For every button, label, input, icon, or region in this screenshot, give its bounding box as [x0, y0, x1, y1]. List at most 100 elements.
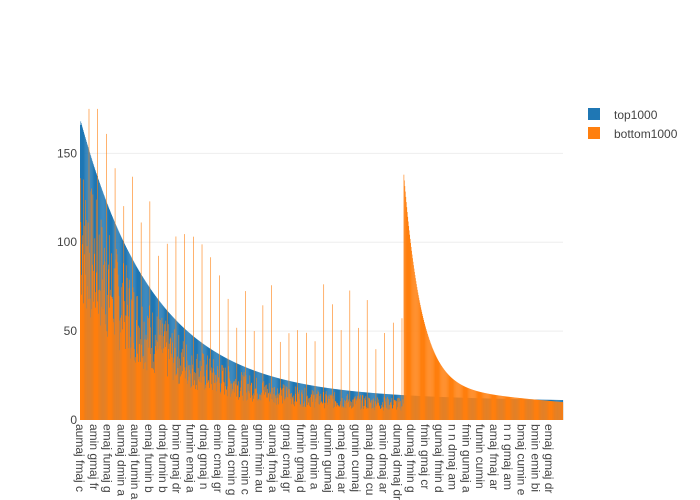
bars — [80, 108, 564, 421]
bottom1000-bar — [394, 399, 396, 420]
bottom1000-bar — [398, 397, 399, 420]
bottom1000-bar — [152, 368, 154, 420]
bottom1000-bar — [96, 272, 98, 420]
bottom1000-bar — [241, 372, 242, 420]
bottom1000-bar — [138, 361, 140, 420]
bottom1000-bar — [459, 383, 460, 420]
bottom1000-bar — [237, 385, 239, 420]
bottom1000-bar — [332, 304, 333, 420]
bottom1000-bar — [454, 380, 455, 420]
bottom1000-bar — [308, 405, 310, 420]
bottom1000-bar — [284, 399, 286, 420]
bottom1000-bar — [317, 390, 319, 420]
bottom1000-bar — [327, 396, 329, 420]
bottom1000-bar — [532, 399, 533, 420]
top1000-bar — [187, 331, 188, 420]
bottom1000-bar — [472, 389, 473, 420]
bottom1000-bar — [288, 389, 289, 420]
bottom1000-bar — [337, 404, 339, 420]
bottom1000-bar — [223, 382, 225, 420]
top1000-bar — [145, 281, 146, 420]
legend-item-bottom1000[interactable]: bottom1000 — [588, 127, 678, 141]
bottom1000-bar — [417, 292, 419, 420]
bottom1000-bar — [488, 393, 489, 420]
bottom1000-bar — [178, 334, 180, 420]
bottom1000-bar — [396, 407, 398, 420]
bottom1000-bar — [525, 398, 526, 420]
top1000-bar — [175, 319, 176, 420]
bottom1000-bar — [82, 303, 84, 420]
bottom1000-bar — [130, 347, 132, 420]
bottom1000-bar — [372, 408, 374, 420]
bottom1000-bar — [120, 332, 122, 420]
bottom1000-bar — [436, 358, 438, 420]
bottom1000-bar — [148, 347, 150, 420]
bottom1000-bar — [455, 381, 456, 420]
bottom1000-bar — [354, 398, 355, 420]
top1000-bar — [88, 148, 89, 420]
top1000-bar — [337, 389, 339, 420]
legend[interactable]: top1000 bottom1000 — [588, 108, 678, 141]
bottom1000-bar — [142, 357, 143, 420]
top1000-bar — [89, 153, 91, 421]
top1000-bar — [258, 372, 259, 420]
top1000-bar — [194, 337, 196, 420]
top1000-bar — [339, 389, 340, 420]
bottom1000-bar — [401, 406, 402, 420]
bottom1000-bar — [433, 350, 434, 420]
x-axis-ticks: aumaj fmaj c amin gmaj fr emaj fumaj g auma… — [73, 424, 556, 500]
bottom1000-bar — [552, 401, 553, 420]
bottom1000-bar — [316, 397, 318, 420]
bottom1000-bar — [485, 393, 487, 420]
bottom1000-bar — [171, 333, 173, 420]
bottom1000-bar — [520, 398, 522, 420]
bottom1000-bar — [110, 289, 112, 420]
bottom1000-bar — [489, 394, 491, 420]
legend-item-top1000[interactable]: top1000 — [588, 108, 658, 122]
bottom1000-bar — [202, 353, 203, 420]
top1000-bar — [208, 348, 210, 420]
top1000-bar — [392, 394, 393, 420]
bottom1000-bar — [181, 348, 183, 420]
bottom1000-bar — [443, 369, 445, 420]
top1000-bar — [284, 379, 285, 420]
bottom1000-bar — [116, 249, 117, 420]
bottom1000-bar — [532, 399, 534, 420]
bottom1000-bar — [537, 399, 539, 420]
bottom1000-bar — [499, 395, 501, 420]
bottom1000-bar — [242, 395, 243, 420]
bottom1000-bar — [421, 313, 423, 420]
bottom1000-bar — [335, 401, 336, 420]
bottom1000-bar — [475, 390, 477, 420]
bottom1000-bar — [452, 378, 453, 420]
bottom1000-bar — [184, 378, 186, 420]
bottom1000-bar — [413, 265, 414, 420]
bottom1000-bar — [502, 395, 503, 420]
bottom1000-bar — [482, 392, 484, 420]
bottom1000-bar — [453, 379, 454, 420]
top1000-bar — [342, 390, 344, 420]
bottom1000-bar — [161, 349, 162, 420]
bottom1000-bar — [406, 212, 408, 420]
bottom1000-bar — [425, 329, 427, 420]
bottom1000-bar — [437, 359, 439, 420]
bottom1000-bar — [167, 376, 169, 420]
bottom1000-bar — [548, 400, 549, 420]
top1000-bar — [273, 376, 274, 420]
top1000-bar — [342, 389, 343, 420]
top1000-bar — [374, 393, 376, 420]
bottom1000-bar — [407, 216, 409, 420]
bottom1000-bar — [295, 401, 297, 420]
top1000-bar — [350, 390, 352, 420]
bottom1000-bar — [130, 358, 131, 420]
bottom1000-bar — [185, 370, 186, 420]
top1000-bar — [252, 370, 254, 420]
bottom1000-bar — [250, 397, 252, 420]
bottom1000-bar — [395, 401, 396, 420]
top1000-bar — [226, 358, 228, 420]
top1000-bar — [178, 322, 179, 420]
bottom1000-bar — [165, 346, 166, 420]
bottom1000-bar — [215, 375, 216, 420]
top1000-bar — [205, 345, 206, 420]
bottom1000-bar — [300, 404, 301, 420]
